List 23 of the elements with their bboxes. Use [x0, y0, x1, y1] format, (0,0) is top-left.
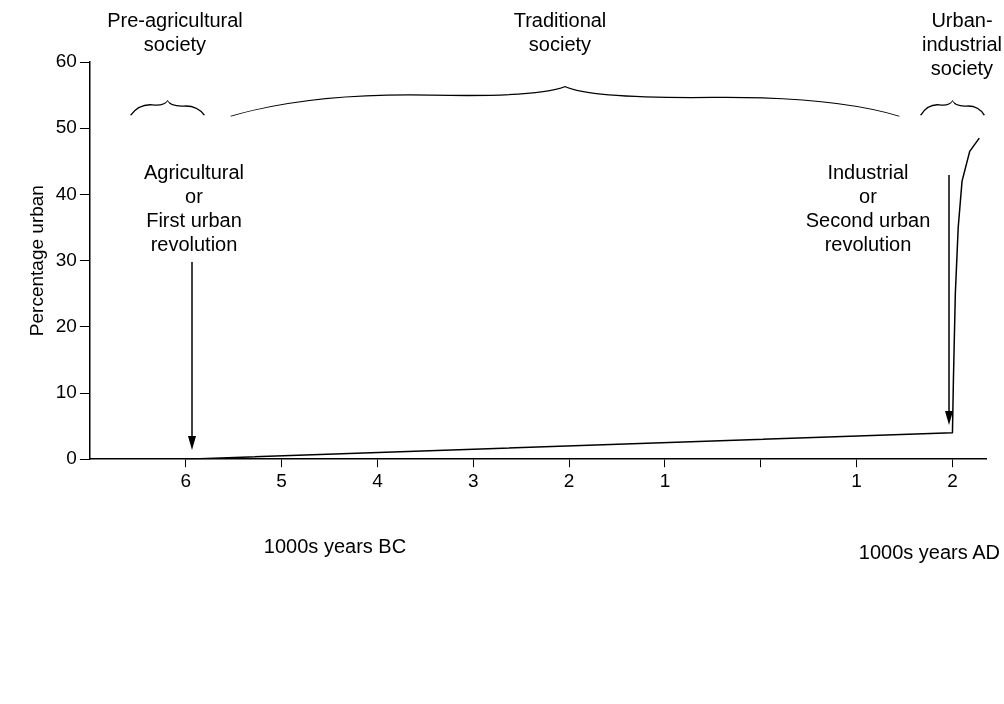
- text: Traditional society: [513, 8, 607, 56]
- x-tick-label: 2: [563, 469, 575, 491]
- annotation: Urban- industrial society: [921, 8, 1003, 80]
- x-tick-label: 2: [947, 469, 958, 491]
- y-tick-label: 20: [55, 315, 77, 337]
- text: Pre-agricultural society: [107, 8, 243, 56]
- x-tick-label: 3: [467, 469, 479, 491]
- y-tick-label: 50: [55, 116, 77, 138]
- y-tick-label: 0: [66, 447, 77, 469]
- annotation: Industrial or Second urban revolution: [805, 160, 931, 256]
- x-tick-label: 1: [659, 469, 671, 491]
- text: 1000s years AD: [858, 540, 1000, 564]
- x-tick-label: 5: [276, 469, 287, 491]
- x-tick-label: 1: [851, 469, 862, 491]
- x-axis-title: 1000s years BC: [263, 534, 407, 557]
- y-tick-label: 40: [55, 182, 77, 204]
- y-tick-label: 10: [55, 381, 77, 403]
- y-tick-label: 30: [55, 248, 77, 270]
- annotation: Agricultural or First urban revolution: [143, 160, 245, 256]
- y-tick-label: 60: [55, 50, 77, 72]
- x-tick-label: 4: [372, 469, 384, 491]
- y-axis-title: Percentage urban: [25, 185, 47, 337]
- x-tick-label: 6: [180, 469, 192, 491]
